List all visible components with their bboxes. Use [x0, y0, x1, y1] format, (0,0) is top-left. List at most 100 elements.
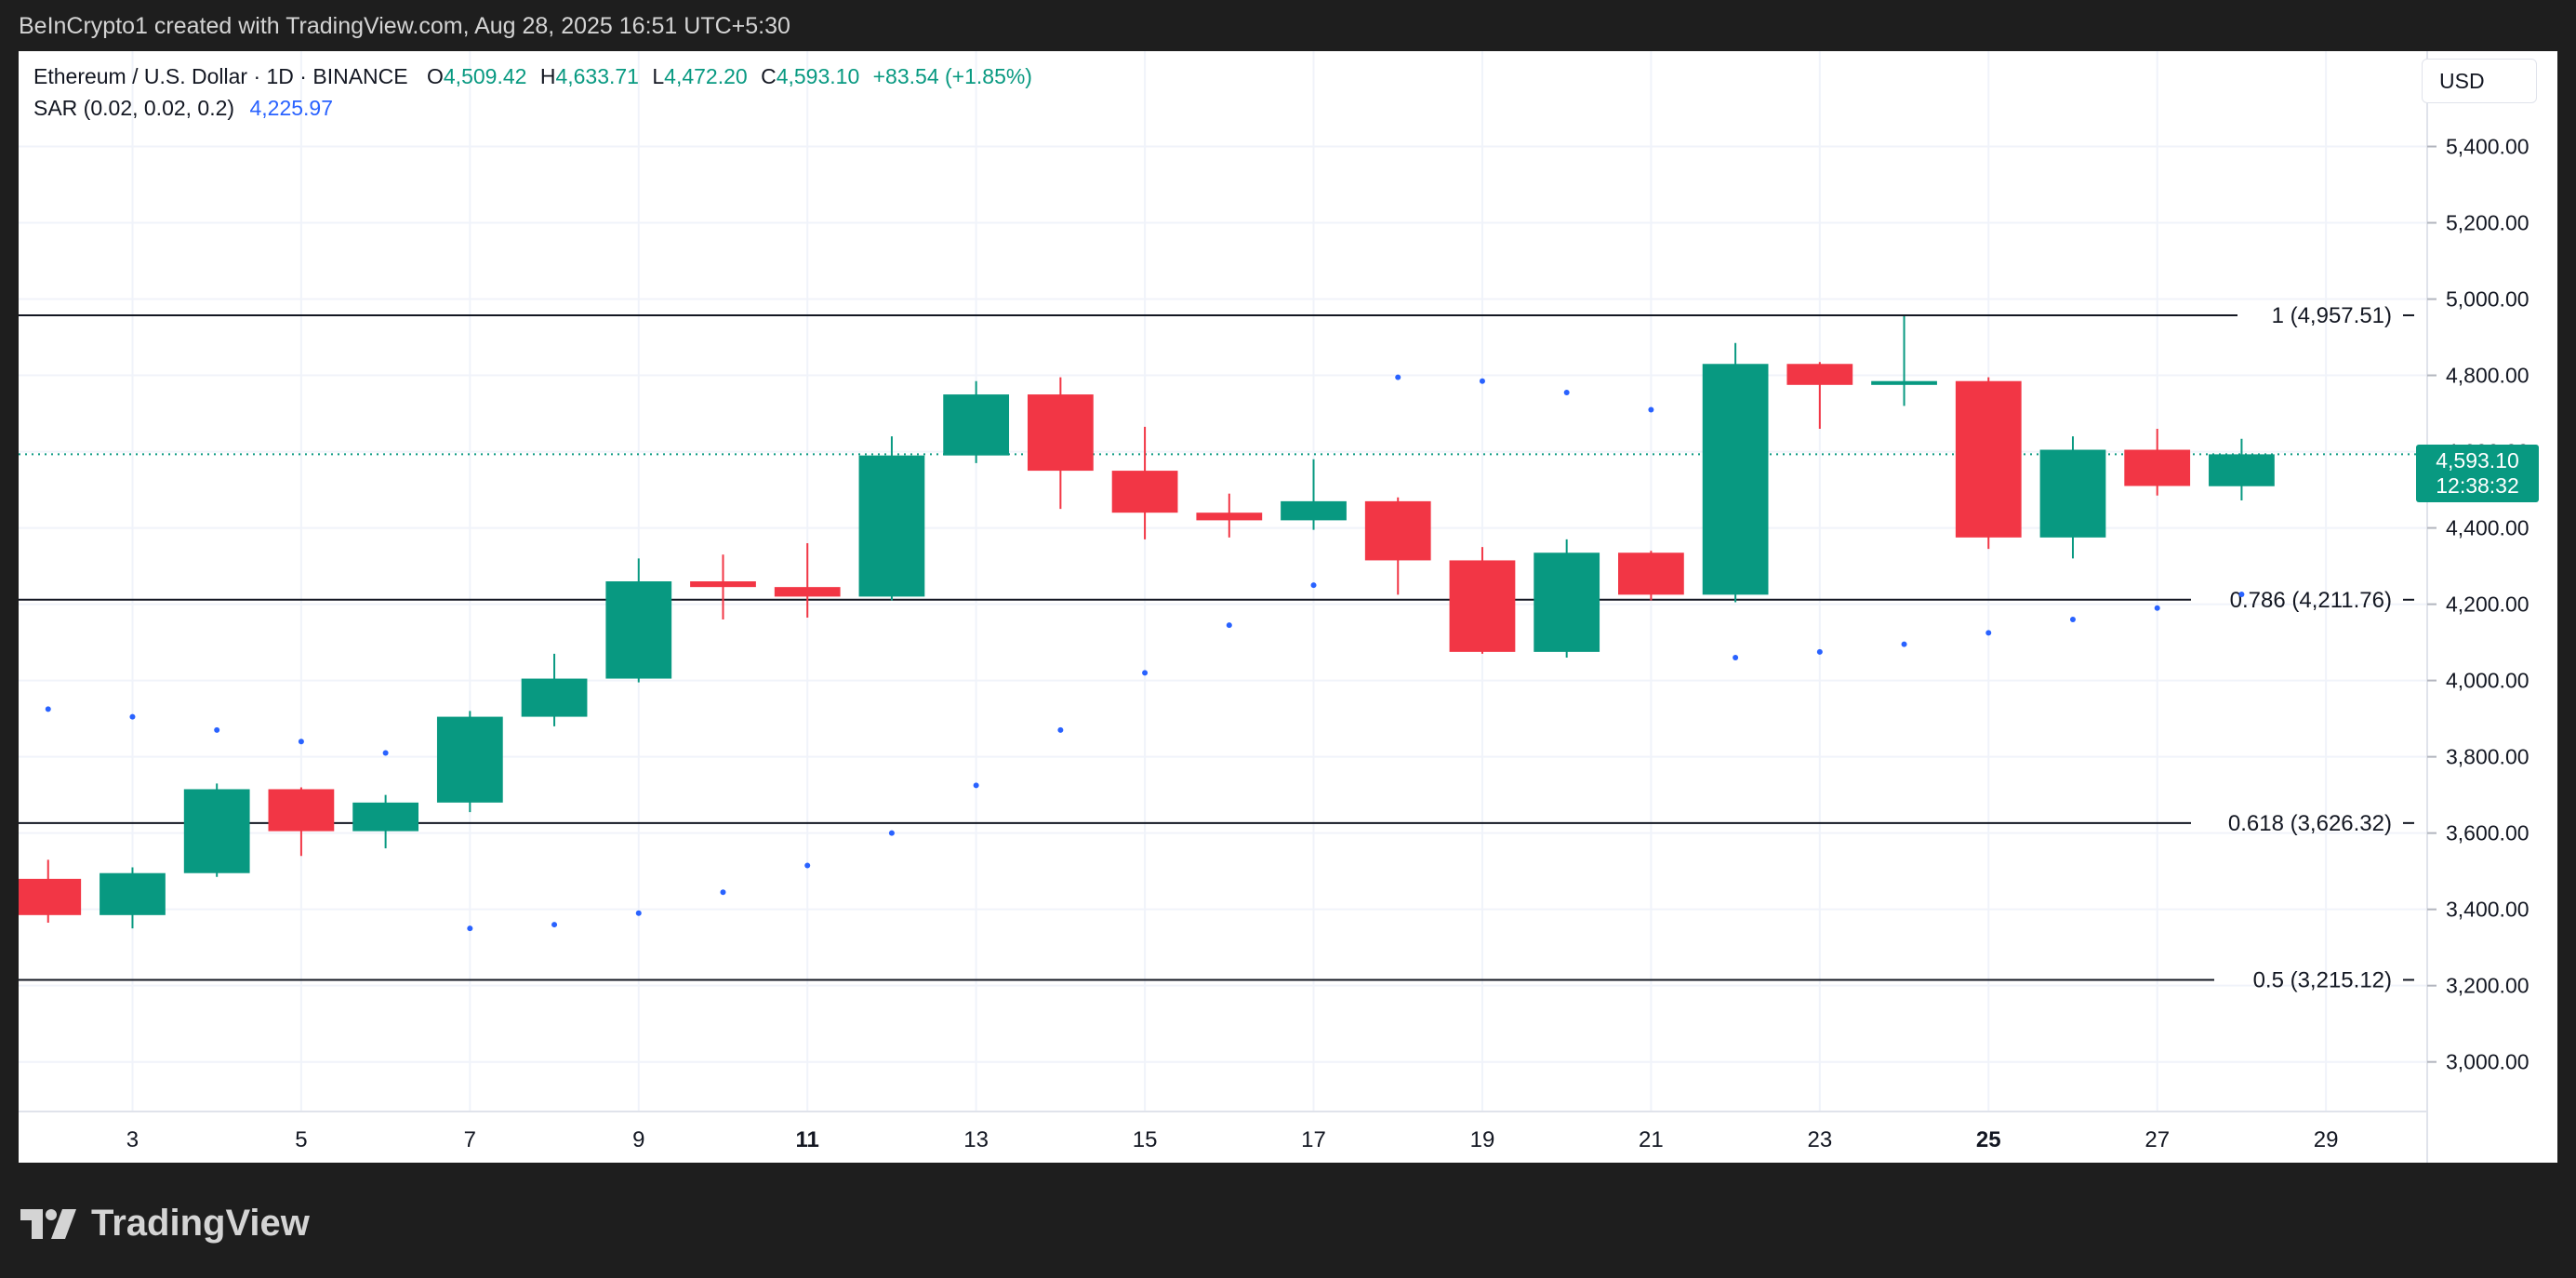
y-tick-label: 3,400.00: [2446, 898, 2530, 922]
candle: [690, 554, 756, 620]
candle-body: [1027, 394, 1094, 472]
candle-body: [1871, 380, 1937, 385]
candle-body: [1196, 513, 1263, 521]
candle-body: [352, 802, 419, 832]
candle: [1364, 497, 1431, 595]
candle-body: [1786, 364, 1853, 385]
sar-dot: [1733, 655, 1739, 661]
candle-body: [1618, 552, 1684, 595]
x-tick-label: 27: [2144, 1127, 2170, 1152]
x-tick-label: 29: [2314, 1127, 2339, 1152]
candle: [352, 794, 419, 849]
candle: [774, 542, 841, 618]
candle: [1786, 362, 1853, 429]
candle-body: [521, 678, 588, 717]
candle: [858, 436, 925, 601]
candle: [1281, 459, 1347, 530]
x-tick-label: 13: [963, 1127, 989, 1152]
candle: [943, 380, 1010, 463]
x-tick-label: 15: [1133, 1127, 1158, 1152]
candle: [100, 867, 166, 929]
candle-body: [858, 455, 925, 597]
x-tick-label: 21: [1639, 1127, 1664, 1152]
x-tick-label: 25: [1976, 1127, 2001, 1152]
candle-body: [100, 872, 166, 915]
candle: [1702, 342, 1769, 603]
candle-body: [19, 878, 82, 915]
sar-dot: [45, 706, 51, 712]
candle: [1534, 539, 1600, 659]
fib-level-label: 1 (4,957.51): [2272, 303, 2392, 328]
candle: [1111, 426, 1178, 539]
x-tick-label: 11: [796, 1127, 819, 1152]
candle-body: [436, 716, 503, 803]
sar-dot: [1142, 670, 1149, 676]
fib-level-label: 0.786 (4,211.76): [2230, 588, 2392, 613]
candle: [605, 558, 672, 683]
candle-body: [1111, 471, 1178, 513]
y-tick-label: 3,800.00: [2446, 745, 2530, 769]
sar-indicator-label[interactable]: SAR (0.02, 0.02, 0.2): [33, 96, 235, 120]
sar-dot: [551, 922, 558, 928]
y-tick-label: 4,800.00: [2446, 364, 2530, 388]
last-price-value: 4,593.10: [2436, 448, 2519, 473]
sar-dot: [804, 862, 811, 869]
candle-body: [183, 789, 250, 873]
open-value: 4,509.42: [443, 64, 527, 88]
candle-countdown: 12:38:32: [2436, 473, 2519, 498]
sar-dot: [888, 830, 895, 836]
candle-body: [1955, 380, 2022, 538]
close-label: C: [761, 64, 777, 88]
y-tick-label: 4,200.00: [2446, 592, 2530, 617]
fib-level-label: 0.618 (3,626.32): [2228, 811, 2392, 836]
candle-body: [2209, 454, 2275, 486]
sar-dot: [2069, 617, 2076, 623]
sar-indicator-value: 4,225.97: [249, 96, 333, 120]
sar-dot: [1057, 726, 1064, 733]
high-value: 4,633.71: [555, 64, 639, 88]
candle: [436, 711, 503, 813]
candle-body: [690, 581, 756, 588]
symbol-title[interactable]: Ethereum / U.S. Dollar · 1D · BINANCE: [33, 64, 408, 88]
sar-dot: [2238, 591, 2245, 597]
sar-dot: [1901, 641, 1907, 647]
sar-dot: [1816, 648, 1823, 655]
sar-dot: [467, 925, 473, 932]
y-tick-label: 3,000.00: [2446, 1050, 2530, 1074]
sar-dot: [1226, 622, 1232, 629]
candle-body: [1364, 500, 1431, 561]
candle-body: [2039, 449, 2106, 538]
candle: [1196, 493, 1263, 538]
candle: [19, 859, 82, 924]
candle-body: [1281, 500, 1347, 521]
candle: [521, 653, 588, 726]
candlestick-chart[interactable]: 3,000.00 3,200.00 3,400.00 3,600.00 3,800.00…: [19, 51, 2557, 1163]
sar-dot: [1310, 582, 1317, 589]
sar-dot: [1985, 630, 1992, 636]
x-tick-label: 9: [632, 1127, 644, 1152]
sar-dot: [382, 750, 389, 756]
x-tick-label: 7: [464, 1127, 476, 1152]
y-tick-label: 5,000.00: [2446, 287, 2530, 312]
chart-panel[interactable]: 3,000.00 3,200.00 3,400.00 3,600.00 3,800.00…: [19, 51, 2557, 1163]
x-tick-label: 23: [1807, 1127, 1832, 1152]
sar-dot: [214, 726, 220, 733]
candle-body: [268, 789, 335, 832]
sar-dot: [1563, 390, 1570, 396]
sar-dot: [1479, 378, 1485, 384]
tradingview-logo[interactable]: TradingView: [20, 1203, 310, 1245]
open-label: O: [427, 64, 444, 88]
candle-body: [1702, 364, 1769, 595]
candle-body: [605, 581, 672, 679]
currency-button[interactable]: USD: [2422, 59, 2537, 103]
candle: [1871, 316, 1937, 406]
sar-dot: [129, 713, 136, 720]
ohlc-legend: Ethereum / U.S. Dollar · 1D · BINANCE O4…: [33, 64, 1032, 89]
sar-dot: [2154, 605, 2160, 611]
x-tick-label: 19: [1470, 1127, 1495, 1152]
sar-dot: [1395, 374, 1401, 380]
sar-dot: [635, 910, 642, 916]
sar-dot: [973, 782, 979, 789]
candle-body: [943, 394, 1010, 456]
